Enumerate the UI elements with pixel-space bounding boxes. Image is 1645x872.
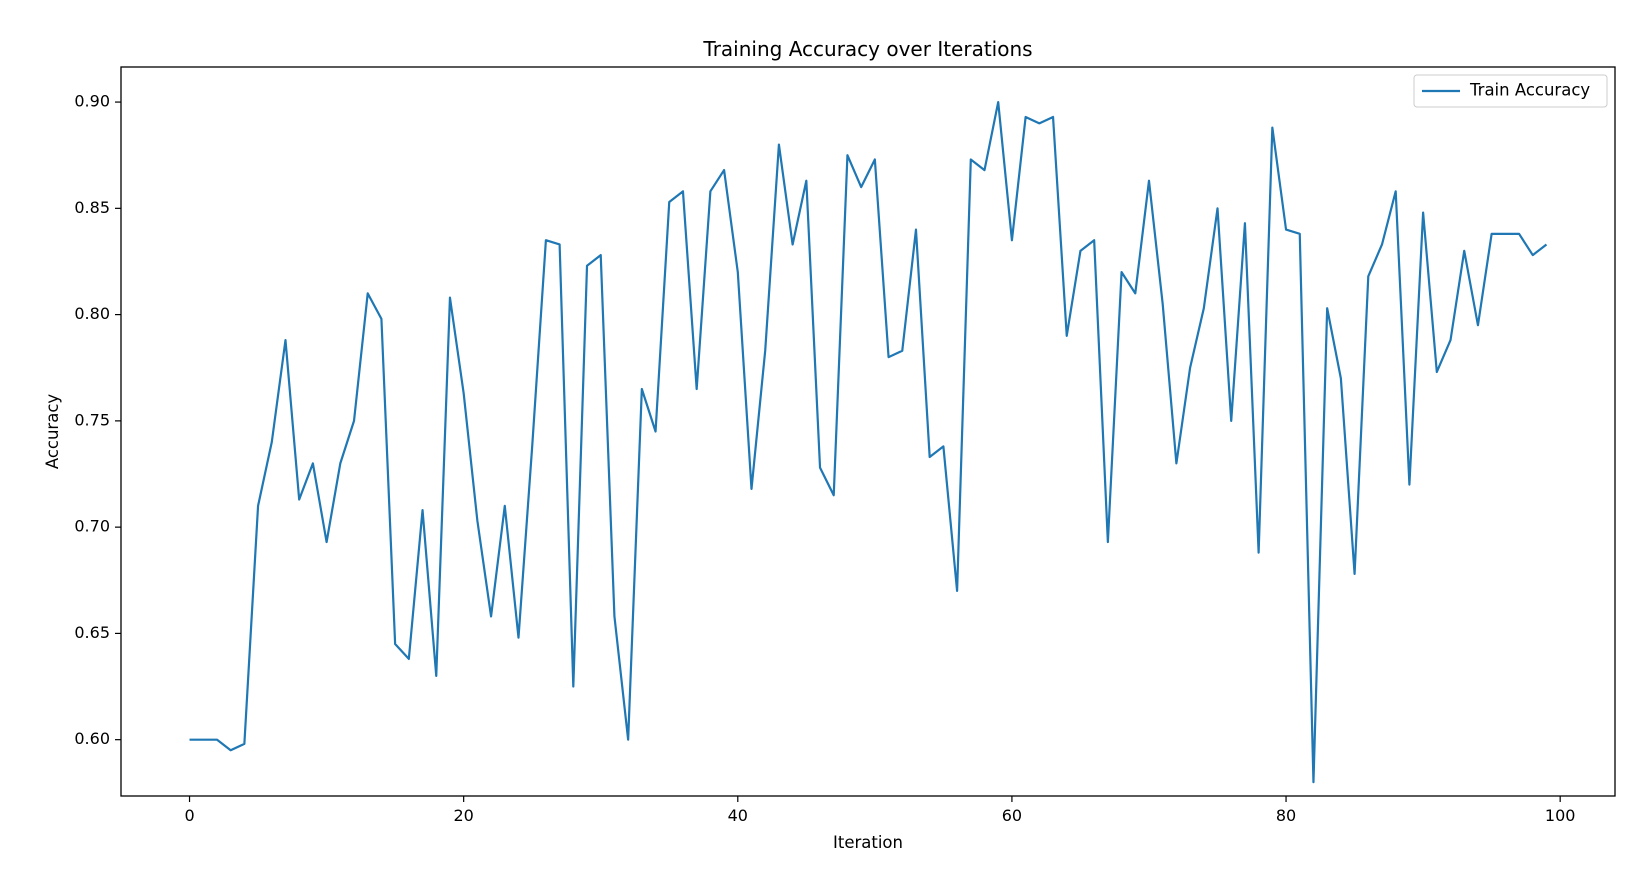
plot-frame	[120, 66, 1616, 797]
legend-box	[1413, 74, 1608, 108]
legend-label-train-accuracy: Train Accuracy	[1469, 81, 1590, 100]
y-tick-label: 0.60	[74, 729, 110, 748]
y-tick-label: 0.65	[74, 623, 110, 642]
series-layer	[189, 100, 1548, 784]
y-tick-label: 0.75	[74, 410, 110, 429]
x-tick-label: 100	[1545, 806, 1576, 825]
x-axis-label: Iteration	[833, 833, 903, 852]
series-line-train-accuracy	[189, 100, 1548, 784]
legend: Train Accuracy	[1413, 74, 1608, 108]
y-axis-label: Accuracy	[43, 394, 62, 470]
x-tick-label: 60	[1002, 806, 1022, 825]
x-tick-label: 0	[184, 806, 194, 825]
x-axis-ticks: 0 20 40 60 80 100	[184, 796, 1575, 825]
y-tick-label: 0.90	[74, 92, 110, 111]
y-tick-label: 0.85	[74, 198, 110, 217]
x-tick-label: 20	[453, 806, 473, 825]
y-tick-label: 0.80	[74, 304, 110, 323]
chart-title: Training Accuracy over Iterations	[702, 37, 1032, 61]
y-axis-ticks: 0.60 0.65 0.70 0.75 0.80 0.85 0.90	[74, 92, 121, 748]
x-tick-label: 40	[728, 806, 748, 825]
x-tick-label: 80	[1276, 806, 1296, 825]
y-tick-label: 0.70	[74, 517, 110, 536]
